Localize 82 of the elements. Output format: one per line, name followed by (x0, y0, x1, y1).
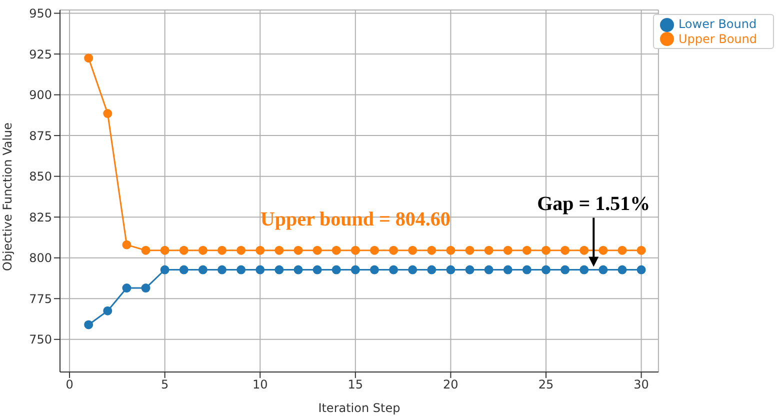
x-tick-label: 30 (634, 378, 649, 392)
point (274, 246, 284, 255)
point (141, 284, 150, 293)
point (236, 246, 246, 255)
legend-label: Lower Bound (678, 17, 757, 31)
point (636, 265, 646, 274)
point (560, 246, 570, 255)
point (636, 246, 646, 255)
point (484, 265, 494, 274)
point (560, 265, 570, 274)
x-axis-title: Iteration Step (318, 401, 400, 415)
point (465, 246, 474, 255)
point (350, 246, 360, 255)
point (541, 265, 550, 274)
point (598, 246, 608, 255)
point (103, 306, 112, 316)
point (580, 265, 589, 274)
y-tick-label: 850 (29, 170, 52, 184)
point (84, 320, 94, 330)
point (427, 265, 436, 274)
point (294, 265, 303, 274)
point (598, 265, 608, 274)
point (256, 246, 265, 255)
x-tick-label: 25 (538, 378, 554, 392)
point (503, 246, 512, 255)
point (160, 265, 170, 274)
y-tick-label: 750 (29, 332, 52, 347)
y-tick-label: 875 (29, 128, 52, 143)
point (522, 265, 532, 274)
point (465, 265, 474, 274)
point (256, 265, 265, 274)
point (618, 246, 627, 255)
point (446, 265, 456, 274)
point (408, 265, 418, 274)
y-tick-label: 800 (29, 251, 52, 266)
x-tick-label: 0 (66, 378, 74, 392)
point (389, 265, 398, 274)
x-tick-label: 20 (443, 378, 458, 392)
y-tick-label: 775 (29, 292, 52, 306)
annotation: Upper bound = 804.60 (260, 208, 450, 230)
point (370, 265, 379, 274)
y-tick-label: 950 (29, 6, 52, 21)
x-tick-label: 15 (348, 378, 364, 392)
point (198, 246, 208, 255)
annotation: Gap = 1.51% (537, 192, 650, 215)
point (618, 265, 627, 274)
point (408, 246, 418, 255)
point (294, 246, 303, 255)
point (274, 265, 284, 274)
point (332, 265, 341, 274)
point (84, 54, 94, 63)
x-tick-label: 5 (161, 378, 169, 392)
point (332, 246, 341, 255)
point (389, 246, 398, 255)
point (217, 246, 226, 255)
point (312, 246, 322, 255)
point (122, 284, 132, 293)
point (446, 246, 456, 255)
point (141, 246, 150, 255)
point (580, 246, 589, 255)
point (312, 265, 322, 274)
point (179, 265, 188, 274)
point (350, 265, 360, 274)
point (160, 246, 170, 255)
point (484, 246, 494, 255)
point (198, 265, 208, 274)
point (236, 265, 246, 274)
x-tick-label: 10 (252, 378, 268, 392)
y-tick-label: 825 (29, 210, 52, 224)
point (122, 240, 132, 250)
point (103, 109, 112, 118)
point (370, 246, 379, 255)
legend-label: Upper Bound (678, 32, 757, 46)
point (217, 265, 226, 274)
point (179, 246, 188, 255)
point (503, 265, 512, 274)
y-axis-title: Objective Function Value (0, 122, 14, 271)
y-tick-label: 925 (29, 47, 52, 62)
point (427, 246, 436, 255)
point (541, 246, 550, 255)
y-tick-label: 900 (29, 88, 52, 102)
point (522, 246, 532, 255)
